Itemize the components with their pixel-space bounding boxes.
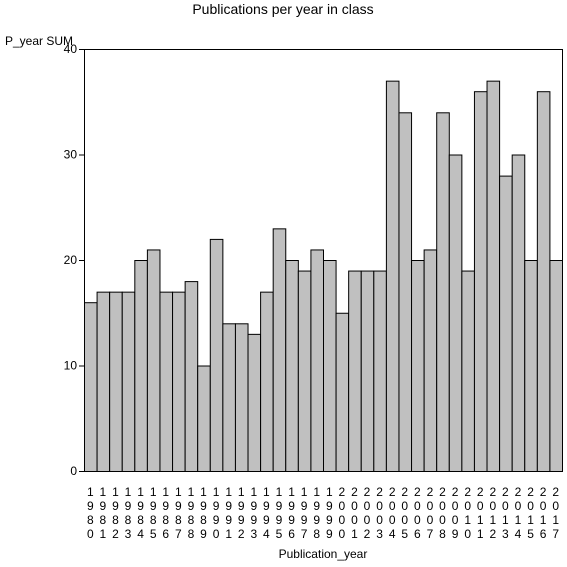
bar-1981 bbox=[96, 291, 111, 472]
bar-2003 bbox=[373, 270, 387, 472]
bar-2016 bbox=[536, 91, 551, 472]
bar-1994 bbox=[260, 291, 274, 472]
bar-2010 bbox=[461, 270, 475, 472]
bar-1983 bbox=[121, 291, 136, 472]
bar-2005 bbox=[398, 112, 413, 473]
y-tick-label: 10 bbox=[64, 359, 78, 373]
bars-group bbox=[84, 80, 564, 473]
y-axis-label: P_year SUM bbox=[5, 34, 73, 48]
bar-2007 bbox=[423, 249, 438, 472]
bar-1993 bbox=[247, 333, 262, 472]
bar-1982 bbox=[109, 291, 123, 472]
y-tick-label: 0 bbox=[70, 464, 77, 478]
bar-1998 bbox=[310, 249, 324, 472]
bar-2014 bbox=[511, 154, 526, 472]
bar-1997 bbox=[297, 270, 312, 472]
bar-2009 bbox=[448, 154, 463, 472]
bar-1995 bbox=[272, 228, 287, 472]
chart-title: Publications per year in class bbox=[192, 1, 373, 17]
bar-1999 bbox=[323, 260, 337, 472]
bar-2000 bbox=[335, 312, 350, 472]
bar-1984 bbox=[134, 260, 148, 472]
bar-2004 bbox=[385, 80, 400, 473]
bar-2008 bbox=[436, 112, 450, 473]
bar-1989 bbox=[197, 365, 211, 472]
bar-1990 bbox=[209, 238, 224, 472]
bar-2015 bbox=[524, 260, 538, 472]
bar-2006 bbox=[411, 260, 425, 472]
bar-2013 bbox=[499, 175, 513, 472]
bar-1988 bbox=[184, 281, 199, 472]
bar-2017 bbox=[549, 260, 564, 472]
bar-1980 bbox=[84, 302, 98, 473]
bar-2012 bbox=[486, 80, 501, 473]
bar-1987 bbox=[172, 291, 186, 472]
y-tick-label: 20 bbox=[64, 253, 78, 267]
x-axis-tick-labels: 1 9 8 0 1 9 8 1 1 9 8 2 1 9 8 3 1 9 8 4 1 9 8 5 1 9 8 6 1 9 8 7 1 9 8 8 1 9 8 9… bbox=[87, 485, 559, 541]
bar-2011 bbox=[473, 91, 488, 472]
bar-1986 bbox=[159, 291, 174, 472]
bar-1991 bbox=[222, 323, 236, 472]
bar-1992 bbox=[234, 323, 249, 472]
x-axis-label: Publication_year bbox=[279, 547, 368, 561]
bar-1996 bbox=[285, 260, 299, 472]
plot-area-frame bbox=[84, 49, 563, 472]
bar-2002 bbox=[360, 270, 375, 472]
y-axis-ticks: 0 10 20 30 40 bbox=[64, 42, 84, 478]
y-tick-label: 40 bbox=[64, 42, 78, 56]
bar-1985 bbox=[146, 249, 161, 472]
bar-2001 bbox=[348, 270, 362, 472]
y-tick-label: 30 bbox=[64, 148, 78, 162]
